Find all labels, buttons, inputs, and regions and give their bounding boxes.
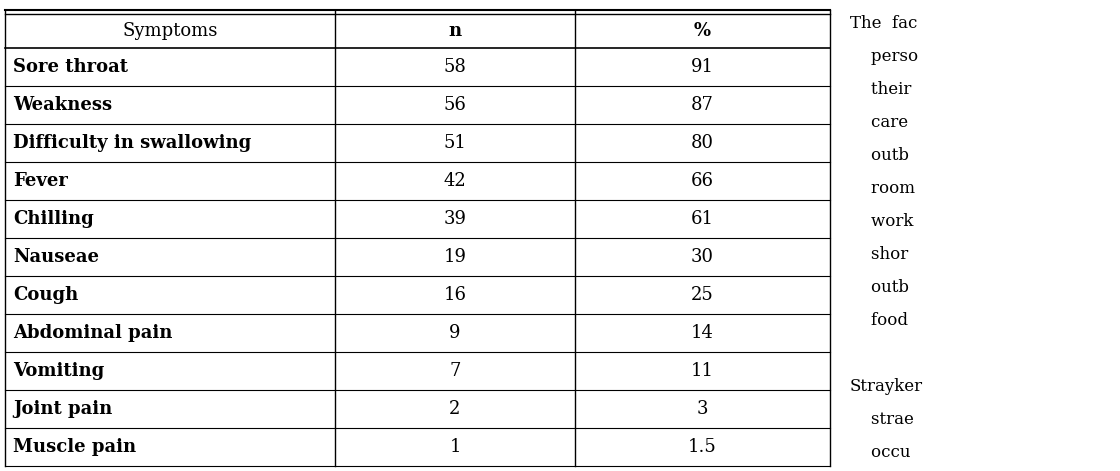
Text: Sore throat: Sore throat xyxy=(13,58,128,76)
Text: Weakness: Weakness xyxy=(13,96,112,114)
Text: Chilling: Chilling xyxy=(13,210,94,228)
Text: outb: outb xyxy=(850,147,909,164)
Text: outb: outb xyxy=(850,279,909,296)
Text: Strayker: Strayker xyxy=(850,378,923,395)
Text: 16: 16 xyxy=(444,286,467,304)
Text: Symptoms: Symptoms xyxy=(122,22,217,40)
Text: Joint pain: Joint pain xyxy=(13,400,112,418)
Text: 19: 19 xyxy=(444,248,467,266)
Text: 91: 91 xyxy=(691,58,715,76)
Text: 39: 39 xyxy=(444,210,467,228)
Text: 51: 51 xyxy=(444,134,466,152)
Text: occu: occu xyxy=(850,444,911,461)
Text: Muscle pain: Muscle pain xyxy=(13,438,137,456)
Text: 66: 66 xyxy=(691,172,715,190)
Text: 25: 25 xyxy=(691,286,713,304)
Text: Difficulty in swallowing: Difficulty in swallowing xyxy=(13,134,251,152)
Text: 11: 11 xyxy=(691,362,715,380)
Text: Fever: Fever xyxy=(13,172,68,190)
Text: 80: 80 xyxy=(691,134,715,152)
Text: 30: 30 xyxy=(691,248,715,266)
Text: 7: 7 xyxy=(449,362,460,380)
Text: %: % xyxy=(694,22,711,40)
Text: 56: 56 xyxy=(444,96,466,114)
Text: strae: strae xyxy=(850,411,914,428)
Text: room: room xyxy=(850,180,915,197)
Text: 9: 9 xyxy=(449,324,460,342)
Text: Cough: Cough xyxy=(13,286,78,304)
Text: 58: 58 xyxy=(444,58,466,76)
Text: The  fac: The fac xyxy=(850,15,917,32)
Text: 3: 3 xyxy=(697,400,708,418)
Text: 1: 1 xyxy=(449,438,460,456)
Text: Vomiting: Vomiting xyxy=(13,362,104,380)
Text: 1.5: 1.5 xyxy=(688,438,717,456)
Text: 42: 42 xyxy=(444,172,466,190)
Text: Nauseae: Nauseae xyxy=(13,248,99,266)
Text: 87: 87 xyxy=(691,96,713,114)
Text: 61: 61 xyxy=(691,210,715,228)
Text: care: care xyxy=(850,114,908,131)
Text: perso: perso xyxy=(850,48,918,65)
Text: work: work xyxy=(850,213,914,230)
Text: food: food xyxy=(850,312,908,329)
Text: n: n xyxy=(448,22,461,40)
Text: 2: 2 xyxy=(449,400,460,418)
Text: 14: 14 xyxy=(691,324,713,342)
Text: Abdominal pain: Abdominal pain xyxy=(13,324,172,342)
Text: shor: shor xyxy=(850,246,908,263)
Text: their: their xyxy=(850,81,912,98)
